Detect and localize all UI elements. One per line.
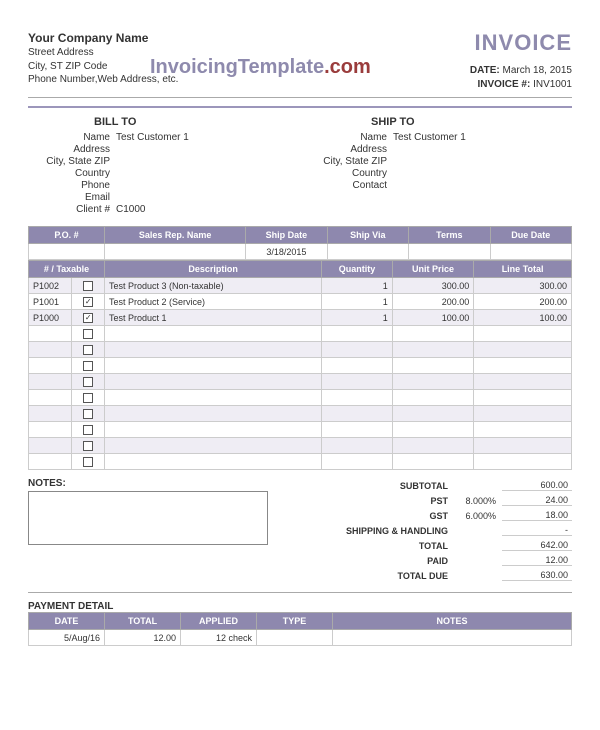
billto-label-3: Country — [38, 168, 116, 179]
billto-label-1: Address — [38, 144, 116, 155]
date-value: March 18, 2015 — [503, 65, 573, 76]
billto-value-6: C1000 — [116, 204, 285, 215]
taxable-checkbox[interactable]: ✓ — [72, 294, 105, 310]
items-col-id: # / Taxable — [29, 261, 105, 278]
total-label: PST — [334, 496, 454, 506]
shipto-value-0: Test Customer 1 — [393, 132, 562, 143]
total-label: GST — [334, 511, 454, 521]
notes-block: NOTES: — [28, 478, 334, 545]
total-value: 24.00 — [502, 495, 572, 506]
billto-title: BILL TO — [94, 116, 285, 128]
divider-bottom — [28, 592, 572, 593]
table-row: P1002Test Product 3 (Non-taxable)1300.00… — [29, 278, 572, 294]
table-row — [29, 438, 572, 454]
invno-label: INVOICE #: — [478, 79, 531, 90]
table-row — [29, 374, 572, 390]
billto-value-5 — [116, 192, 285, 203]
payment-row: 5/Aug/1612.0012 check — [29, 630, 572, 646]
items-col-qty: Quantity — [322, 261, 393, 278]
taxable-checkbox[interactable] — [72, 374, 105, 390]
billto-value-4 — [116, 180, 285, 191]
invoice-meta: DATE: March 18, 2015 INVOICE #: INV1001 — [470, 64, 572, 91]
company-name: Your Company Name — [28, 30, 178, 46]
divider-accent — [28, 106, 572, 108]
invoice-title: INVOICE — [470, 30, 572, 56]
billto-value-2 — [116, 156, 285, 167]
table-row: P1000✓Test Product 11100.00100.00 — [29, 310, 572, 326]
total-value: 600.00 — [502, 480, 572, 491]
billto-value-3 — [116, 168, 285, 179]
items-col-price: Unit Price — [392, 261, 473, 278]
table-row — [29, 390, 572, 406]
taxable-checkbox[interactable]: ✓ — [72, 310, 105, 326]
shipto-block: SHIP TO NameTest Customer 1AddressCity, … — [315, 116, 562, 216]
company-line2: City, ST ZIP Code — [28, 60, 178, 74]
items-col-desc: Description — [105, 261, 322, 278]
divider-top — [28, 97, 572, 98]
table-row — [29, 454, 572, 470]
taxable-checkbox[interactable] — [72, 438, 105, 454]
total-value: 18.00 — [502, 510, 572, 521]
shipto-label-3: Country — [315, 168, 393, 179]
billto-label-4: Phone — [38, 180, 116, 191]
total-label: PAID — [334, 556, 454, 566]
payment-title: PAYMENT DETAIL — [28, 601, 572, 612]
total-label: SUBTOTAL — [334, 481, 454, 491]
total-label: TOTAL DUE — [334, 571, 454, 581]
company-block: Your Company Name Street Address City, S… — [28, 30, 178, 91]
invno-value: INV1001 — [533, 79, 572, 90]
notes-label: NOTES: — [28, 478, 334, 489]
billto-value-0: Test Customer 1 — [116, 132, 285, 143]
taxable-checkbox[interactable] — [72, 342, 105, 358]
shipto-value-3 — [393, 168, 562, 179]
payment-table: DATETOTALAPPLIEDTYPENOTES 5/Aug/1612.001… — [28, 612, 572, 646]
total-value: 630.00 — [502, 570, 572, 581]
taxable-checkbox[interactable] — [72, 422, 105, 438]
total-pct: 8.000% — [454, 496, 502, 506]
table-row — [29, 422, 572, 438]
company-line3: Phone Number,Web Address, etc. — [28, 73, 178, 87]
shipto-value-1 — [393, 144, 562, 155]
date-label: DATE: — [470, 65, 500, 76]
table-row — [29, 358, 572, 374]
shipto-value-4 — [393, 180, 562, 191]
taxable-checkbox[interactable] — [72, 454, 105, 470]
shipto-label-0: Name — [315, 132, 393, 143]
total-pct: 6.000% — [454, 511, 502, 521]
order-header-table: P.O. #Sales Rep. NameShip DateShip ViaTe… — [28, 226, 572, 260]
table-row — [29, 342, 572, 358]
table-row: P1001✓Test Product 2 (Service)1200.00200… — [29, 294, 572, 310]
items-col-total: Line Total — [474, 261, 572, 278]
shipto-label-2: City, State ZIP — [315, 156, 393, 167]
totals-block: SUBTOTAL 600.00 PST8.000%24.00 GST6.000%18.… — [334, 478, 572, 583]
billto-label-5: Email — [38, 192, 116, 203]
total-value: 12.00 — [502, 555, 572, 566]
billto-label-2: City, State ZIP — [38, 156, 116, 167]
taxable-checkbox[interactable] — [72, 278, 105, 294]
billto-label-0: Name — [38, 132, 116, 143]
shipto-title: SHIP TO — [371, 116, 562, 128]
total-label: SHIPPING & HANDLING — [334, 526, 454, 536]
taxable-checkbox[interactable] — [72, 390, 105, 406]
taxable-checkbox[interactable] — [72, 358, 105, 374]
items-table: # / Taxable Description Quantity Unit Pr… — [28, 260, 572, 470]
billto-value-1 — [116, 144, 285, 155]
total-value: - — [502, 525, 572, 536]
shipto-label-1: Address — [315, 144, 393, 155]
taxable-checkbox[interactable] — [72, 326, 105, 342]
notes-box[interactable] — [28, 491, 268, 545]
company-line1: Street Address — [28, 46, 178, 60]
billto-label-6: Client # — [38, 204, 116, 215]
shipto-value-2 — [393, 156, 562, 167]
billto-block: BILL TO NameTest Customer 1AddressCity, … — [38, 116, 285, 216]
total-label: TOTAL — [334, 541, 454, 551]
shipto-label-4: Contact — [315, 180, 393, 191]
table-row — [29, 406, 572, 422]
total-value: 642.00 — [502, 540, 572, 551]
table-row — [29, 326, 572, 342]
taxable-checkbox[interactable] — [72, 406, 105, 422]
